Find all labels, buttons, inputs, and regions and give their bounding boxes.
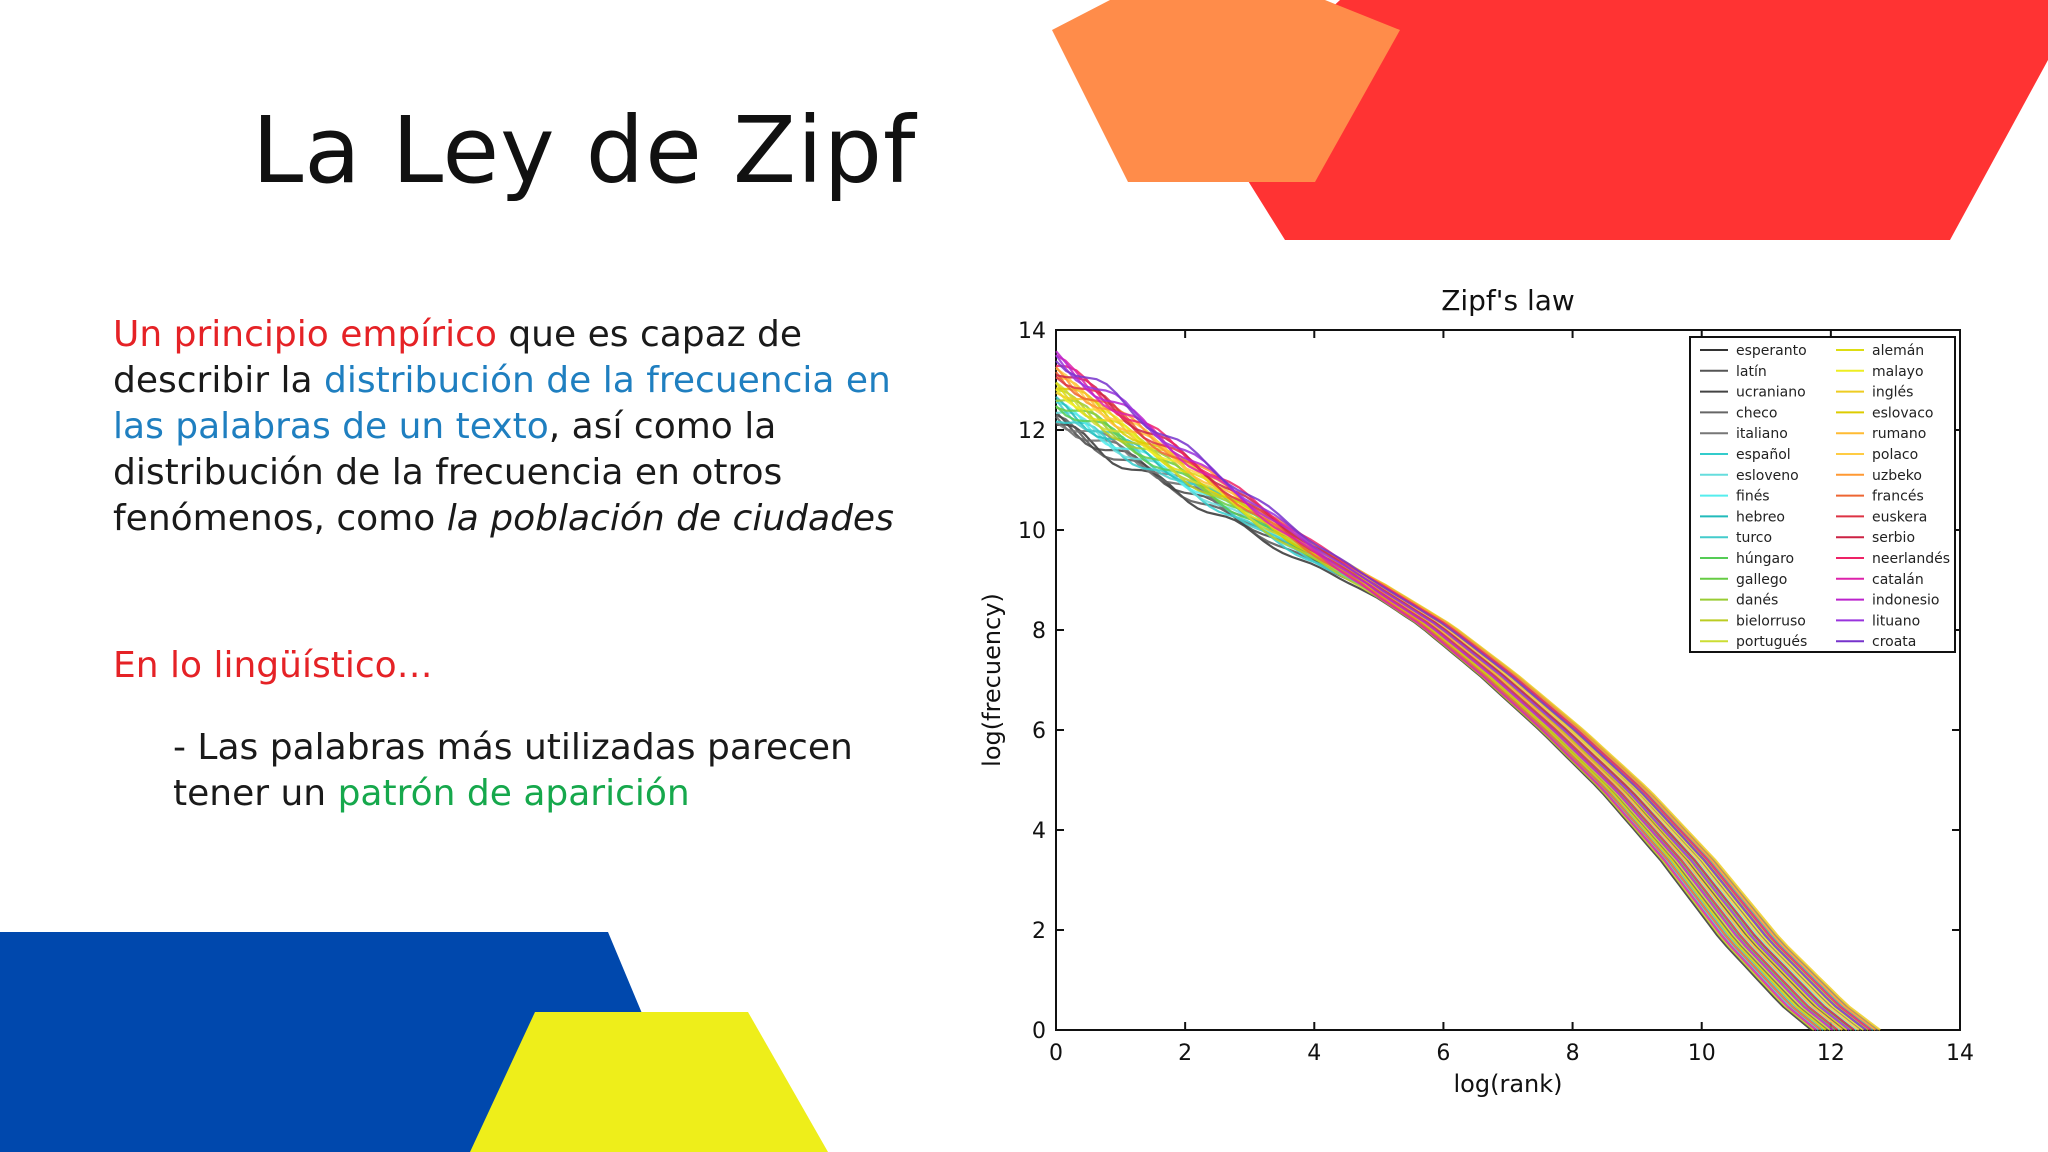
series-line xyxy=(1055,367,1860,1031)
legend-entry: portugués xyxy=(1736,634,1807,650)
linguistic-subheading: En lo lingüístico… xyxy=(113,645,433,686)
y-tick-label: 4 xyxy=(1032,819,1046,844)
highlight-city-population: la población de ciudades xyxy=(446,498,894,539)
series-line xyxy=(1055,374,1855,1031)
legend-entry: hebreo xyxy=(1736,509,1785,525)
legend-entry: español xyxy=(1736,447,1791,463)
legend-entry: inglés xyxy=(1872,385,1913,401)
series-line xyxy=(1055,354,1851,1031)
y-tick-label: 0 xyxy=(1032,1019,1046,1044)
axis-ticks: 0 2 4 6 8 10 12 14 0 2 4 6 8 10 12 14 xyxy=(1018,319,1974,1066)
series-line xyxy=(1055,364,1872,1031)
x-axis-label: log(rank) xyxy=(1454,1070,1563,1098)
red-hexagon-shape xyxy=(1210,0,2048,240)
legend-entry: gallego xyxy=(1736,572,1787,588)
x-tick-label: 6 xyxy=(1436,1041,1450,1066)
zipf-chart: Zipf's law 0 2 4 6 8 10 12 14 0 2 4 6 8 10 12 14 log(ra… xyxy=(978,284,1974,1098)
y-tick-label: 2 xyxy=(1032,919,1046,944)
legend-entry: latín xyxy=(1736,364,1767,380)
legend-entry: catalán xyxy=(1872,572,1924,588)
legend-entry: uzbeko xyxy=(1872,468,1922,484)
legend-entry: alemán xyxy=(1872,343,1924,359)
legend-entry: turco xyxy=(1736,530,1772,546)
yellow-shape xyxy=(470,1012,828,1152)
legend-entry: eslovaco xyxy=(1872,405,1934,421)
legend-entry: serbio xyxy=(1872,530,1915,546)
legend-entry: bielorruso xyxy=(1736,613,1806,629)
highlight-empirical-principle: Un principio empírico xyxy=(113,314,497,355)
legend-entry: croata xyxy=(1872,634,1916,650)
legend-entry: neerlandés xyxy=(1872,551,1950,567)
x-tick-label: 10 xyxy=(1688,1041,1716,1066)
x-tick-label: 8 xyxy=(1566,1041,1580,1066)
legend-entry: esperanto xyxy=(1736,343,1807,359)
legend-entry: francés xyxy=(1872,489,1924,505)
orange-hexagon-shape xyxy=(1052,0,1400,182)
legend-entry: malayo xyxy=(1872,364,1924,380)
legend-entry: danés xyxy=(1736,593,1778,609)
legend-entry: finés xyxy=(1736,489,1770,505)
x-tick-label: 14 xyxy=(1946,1041,1974,1066)
x-tick-label: 2 xyxy=(1178,1041,1192,1066)
series-line xyxy=(1055,371,1822,1031)
legend-entry: esloveno xyxy=(1736,468,1799,484)
legend-entry: rumano xyxy=(1872,426,1926,442)
chart-title: Zipf's law xyxy=(1441,284,1575,317)
series-line xyxy=(1055,391,1881,1031)
x-tick-label: 4 xyxy=(1307,1041,1321,1066)
legend-box xyxy=(1689,336,1956,653)
y-tick-label: 14 xyxy=(1018,319,1046,344)
y-tick-label: 12 xyxy=(1018,419,1046,444)
y-tick-label: 10 xyxy=(1018,519,1046,544)
paragraph-text-1: que es capaz de describir la xyxy=(113,314,803,401)
series-line xyxy=(1055,376,1843,1031)
bullet-item: - Las palabras más utilizadas parecen te… xyxy=(173,725,893,817)
legend-entry: húngaro xyxy=(1736,551,1794,567)
plot-frame xyxy=(1055,329,1961,1031)
y-axis-label: log(frecuency) xyxy=(978,593,1006,767)
x-tick-label: 0 xyxy=(1049,1041,1063,1066)
highlight-appearance-pattern: patrón de aparición xyxy=(337,773,690,814)
legend-entry: euskera xyxy=(1872,509,1927,525)
legend-entry: lituano xyxy=(1872,613,1920,629)
chart-legend: esperanto latín ucraniano checo italiano espa… xyxy=(1689,336,1956,653)
slide-title: La Ley de Zipf xyxy=(252,97,917,204)
series-line xyxy=(1055,354,1817,1031)
series-lines xyxy=(1055,350,1881,1031)
legend-entry: polaco xyxy=(1872,447,1918,463)
highlight-frequency-distribution: distribución de la frecuencia en las pal… xyxy=(113,360,891,447)
series-line xyxy=(1055,350,1834,1031)
legend-entry: italiano xyxy=(1736,426,1788,442)
bullet-text: - Las palabras más utilizadas parecen te… xyxy=(173,727,853,814)
paragraph-text-2: , así como la distribución de la frecuen… xyxy=(113,406,783,539)
legend-entry: indonesio xyxy=(1872,593,1939,609)
y-tick-label: 8 xyxy=(1032,619,1046,644)
x-tick-label: 12 xyxy=(1817,1041,1845,1066)
legend-entry: checo xyxy=(1736,405,1777,421)
intro-paragraph: Un principio empírico que es capaz de de… xyxy=(113,312,903,542)
legend-entry: ucraniano xyxy=(1736,385,1806,401)
series-line xyxy=(1055,360,1867,1031)
y-tick-label: 6 xyxy=(1032,719,1046,744)
